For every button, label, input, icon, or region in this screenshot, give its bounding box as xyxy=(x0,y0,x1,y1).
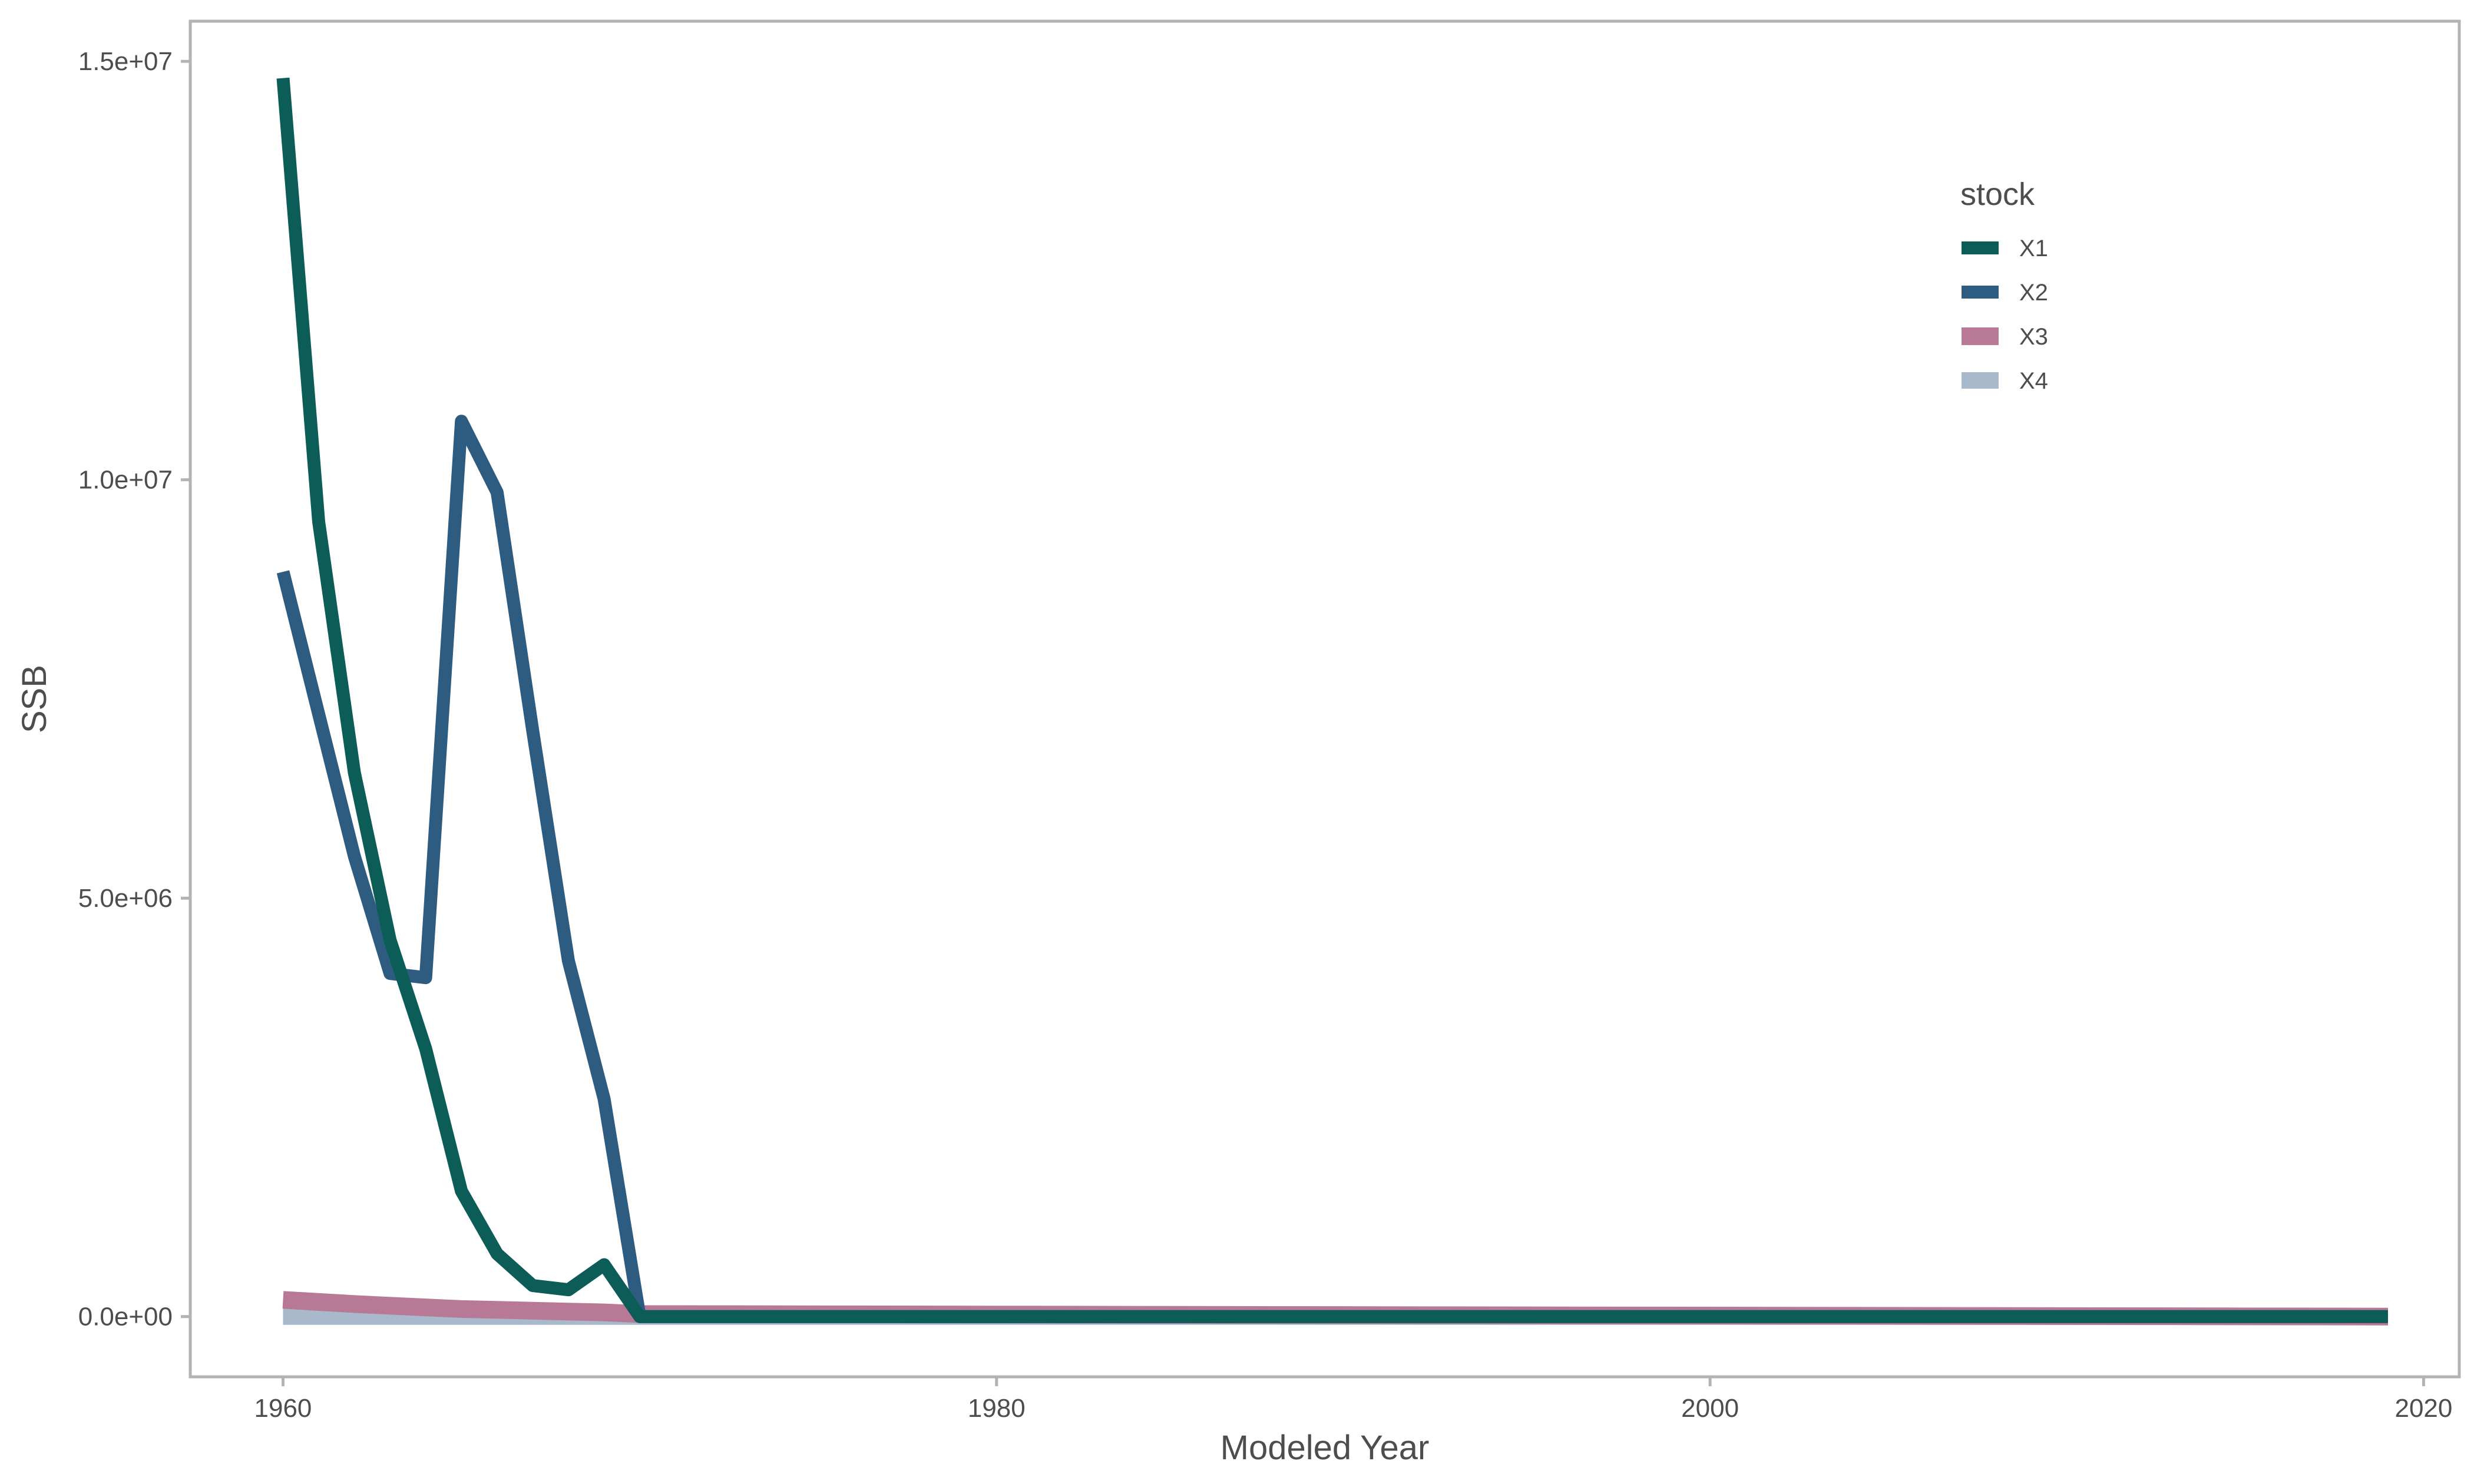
x-tick-label: 1960 xyxy=(254,1394,312,1423)
y-tick-label: 1.5e+07 xyxy=(78,47,173,76)
legend-label: X3 xyxy=(2019,324,2048,350)
x-tick-label: 2020 xyxy=(2394,1394,2452,1423)
legend: stock X1 X2 X3 X4 xyxy=(1960,177,2048,394)
x-tick-label: 2000 xyxy=(1681,1394,1739,1423)
axis-layer: 1960 1980 2000 2020 0.0e+00 5.0e+06 1.0e+07 1.5… xyxy=(78,47,2453,1423)
series-line-x2 xyxy=(276,415,2388,1323)
y-tick-label: 0.0e+00 xyxy=(78,1303,173,1331)
legend-title: stock xyxy=(1960,177,2035,212)
legend-item-x4: X4 xyxy=(1962,368,2048,394)
legend-label: X1 xyxy=(2019,236,2048,261)
x-axis-title: Modeled Year xyxy=(1221,1429,1430,1467)
legend-item-x1: X1 xyxy=(1962,236,2048,261)
legend-label: X4 xyxy=(2019,368,2048,394)
legend-item-x3: X3 xyxy=(1962,324,2048,350)
series-line-x1 xyxy=(276,77,2388,1323)
legend-item-x2: X2 xyxy=(1962,280,2048,306)
legend-label: X2 xyxy=(2019,280,2048,306)
y-tick-label: 1.0e+07 xyxy=(78,466,173,495)
series-line-x3 xyxy=(282,1291,2388,1326)
x-tick-label: 1980 xyxy=(968,1394,1026,1423)
y-tick-label: 5.0e+06 xyxy=(78,884,173,913)
plot-panel-border xyxy=(188,19,2461,1379)
y-axis-title: SSB xyxy=(15,665,54,733)
series-layer xyxy=(276,77,2388,1326)
